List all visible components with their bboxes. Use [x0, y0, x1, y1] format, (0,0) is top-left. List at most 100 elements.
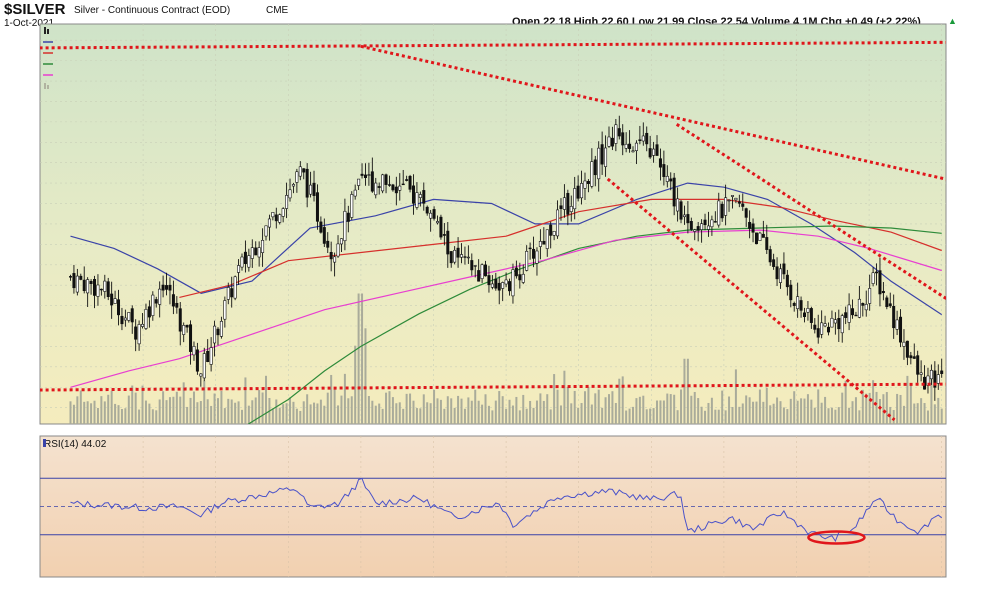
price-candle-body: [333, 256, 337, 263]
volume-bar: [601, 407, 604, 424]
volume-bar: [738, 406, 741, 424]
moving-average-line: [70, 229, 942, 388]
volume-bar: [697, 398, 700, 424]
price-candle-body: [888, 303, 892, 307]
price-candle-body: [120, 315, 124, 325]
chart-description: Silver - Continuous Contract (EOD): [74, 5, 230, 16]
price-candle-body: [868, 288, 872, 304]
volume-bar: [669, 394, 672, 424]
volume-bar: [707, 402, 710, 424]
volume-bar: [796, 400, 799, 424]
volume-bar: [800, 398, 803, 424]
volume-bar: [913, 403, 916, 424]
price-candle-body: [387, 184, 391, 186]
volume-bar: [138, 409, 141, 424]
volume-bar: [865, 393, 868, 424]
volume-bar: [700, 406, 703, 424]
price-candle-body: [240, 256, 244, 268]
volume-bar: [566, 386, 569, 424]
price-candle-body: [501, 282, 505, 289]
price-candle-body: [885, 297, 889, 308]
volume-bar: [782, 407, 785, 424]
volume-bar: [100, 396, 103, 424]
volume-bar: [848, 407, 851, 424]
volume-bar: [86, 401, 89, 424]
price-candle-body: [219, 321, 223, 337]
price-candle-body: [278, 214, 282, 223]
price-candle-body: [511, 269, 515, 297]
volume-bar: [830, 407, 833, 424]
price-candle-body: [916, 355, 920, 375]
moving-average-line: [70, 182, 943, 316]
volume-bar: [210, 405, 213, 424]
price-candle-body: [634, 142, 638, 151]
volume-bar: [234, 402, 237, 424]
volume-bar: [779, 401, 782, 424]
price-candle-body: [778, 268, 782, 283]
price-candle-body: [93, 279, 97, 296]
price-candle-body: [309, 184, 313, 195]
price-candle-body: [480, 264, 484, 279]
price-candle-body: [175, 302, 179, 308]
volume-bar: [923, 403, 926, 424]
volume-bar: [402, 408, 405, 424]
volume-bar: [114, 403, 117, 424]
price-candle-body: [86, 279, 90, 294]
volume-bar: [467, 397, 470, 424]
price-candle-body: [106, 281, 110, 297]
price-candle-body: [806, 308, 810, 313]
ma-value-tag-bg: [947, 308, 983, 321]
price-candle-body: [453, 249, 457, 263]
price-candle-body: [562, 197, 566, 210]
price-candle-body: [206, 350, 210, 363]
volume-bar: [289, 397, 292, 424]
price-candle-body: [655, 144, 659, 156]
price-candle-body: [209, 347, 213, 365]
volume-bar: [155, 410, 158, 424]
price-candle-body: [264, 225, 268, 237]
volume-bar: [501, 396, 504, 424]
price-candle-body: [518, 274, 522, 281]
volume-bar: [546, 394, 549, 424]
volume-bar: [525, 408, 528, 424]
volume-bar: [714, 409, 717, 424]
volume-bar: [381, 408, 384, 424]
volume-bar: [83, 401, 86, 424]
volume-bar: [755, 401, 758, 424]
volume-bar: [590, 404, 593, 424]
price-candle-body: [576, 185, 580, 199]
volume-bar: [151, 409, 154, 424]
price-candle-body: [329, 252, 333, 260]
volume-bar: [409, 393, 412, 424]
price-candle-body: [724, 197, 728, 216]
volume-bar: [607, 394, 610, 424]
volume-bar: [508, 399, 511, 424]
volume-bar: [165, 400, 168, 424]
ma-value-tag-bg: [947, 244, 983, 257]
price-candle-body: [823, 323, 827, 327]
price-candle-body: [912, 356, 916, 359]
trendline: [606, 177, 896, 422]
price-candle-body: [226, 287, 230, 300]
volume-bar: [577, 407, 580, 424]
volume-bar: [343, 373, 346, 424]
volume-bar: [391, 397, 394, 424]
trendline: [40, 382, 946, 392]
volume-bar: [227, 398, 230, 424]
price-candle-body: [202, 353, 206, 379]
volume-bar: [638, 396, 641, 424]
price-candle-body: [682, 214, 686, 218]
volume-bar: [762, 401, 765, 424]
trendline: [360, 44, 946, 181]
price-candle-body: [384, 174, 388, 185]
volume-bar: [120, 409, 123, 424]
price-candle-body: [662, 164, 666, 177]
price-candle-body: [864, 303, 868, 311]
volume-bar: [769, 405, 772, 424]
volume-bar: [731, 407, 734, 424]
volume-bar: [453, 407, 456, 424]
volume-bar: [450, 398, 453, 424]
price-candle-body: [648, 148, 652, 158]
volume-bar: [597, 389, 600, 424]
price-candle-body: [919, 372, 923, 375]
